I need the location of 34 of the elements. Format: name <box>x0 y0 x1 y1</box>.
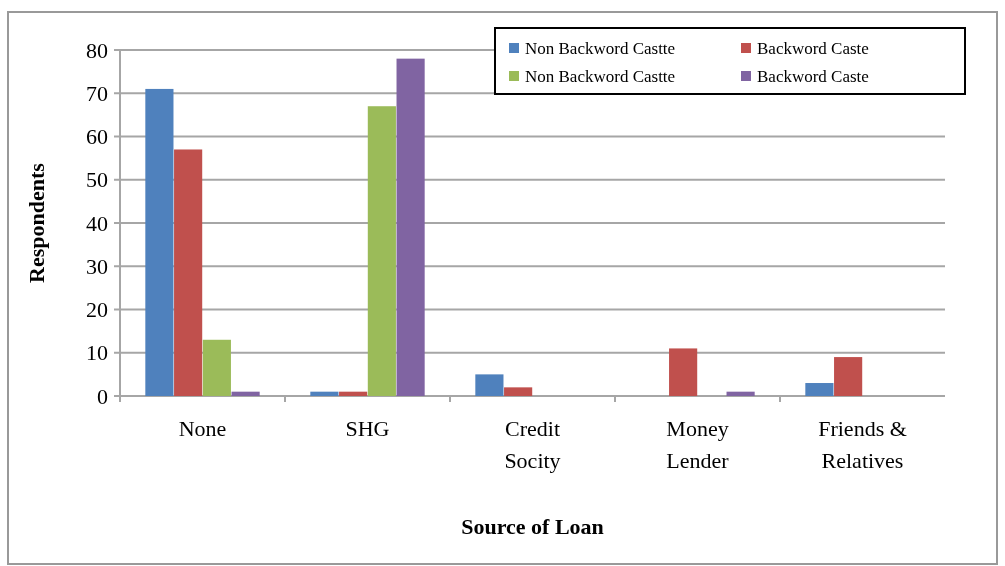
bar <box>475 374 504 396</box>
bar <box>834 357 863 396</box>
y-tick-label: 0 <box>97 383 108 409</box>
y-tick-label: 20 <box>86 297 108 323</box>
x-tick-label: None <box>178 416 227 441</box>
legend-label: Backword Caste <box>757 38 869 58</box>
bar <box>726 391 755 396</box>
bar <box>145 88 174 396</box>
bar <box>231 391 260 396</box>
y-tick-label: 80 <box>86 37 108 63</box>
legend-label: Backword Caste <box>757 66 869 86</box>
x-tick-label: Credit Socity <box>504 416 561 473</box>
legend-label: Non Backword Castte <box>525 38 676 58</box>
y-tick-label: 60 <box>86 124 108 150</box>
bar <box>339 391 368 396</box>
legend-label: Non Backword Castte <box>525 66 676 86</box>
bar <box>396 58 425 396</box>
bar <box>504 387 533 396</box>
y-axis-title: Respondents <box>24 162 49 283</box>
x-axis-title: Source of Loan <box>461 514 604 539</box>
bar <box>805 383 834 396</box>
bar <box>202 339 231 396</box>
x-tick-label: Friends & Relatives <box>818 416 907 473</box>
y-tick-label: 70 <box>86 80 108 106</box>
y-tick-label: 10 <box>86 340 108 366</box>
bar <box>367 106 396 396</box>
x-tick-label: SHG <box>345 416 390 441</box>
bar <box>669 348 698 396</box>
x-tick-label: Money Lender <box>666 416 730 473</box>
bar <box>174 149 203 396</box>
y-tick-label: 50 <box>86 167 108 193</box>
y-tick-label: 30 <box>86 253 108 279</box>
y-tick-label: 40 <box>86 210 108 236</box>
bar <box>310 391 339 396</box>
